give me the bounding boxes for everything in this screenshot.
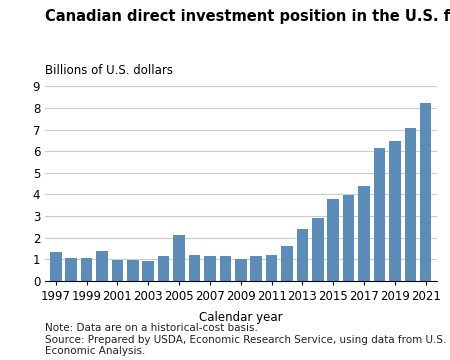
Bar: [127, 260, 139, 281]
Text: Note: Data are on a historical-cost basis.
Source: Prepared by USDA, Economic Re: Note: Data are on a historical-cost basi…: [45, 323, 450, 356]
Bar: [328, 199, 339, 281]
Bar: [420, 103, 432, 281]
Text: Canadian direct investment position in the U.S. food industry, 1997–2021: Canadian direct investment position in t…: [45, 9, 450, 24]
Bar: [343, 195, 355, 281]
Bar: [312, 218, 324, 281]
Bar: [250, 256, 262, 281]
Bar: [143, 261, 154, 281]
Bar: [220, 256, 231, 281]
Bar: [65, 258, 77, 281]
Bar: [297, 229, 308, 281]
Bar: [112, 260, 123, 281]
X-axis label: Calendar year: Calendar year: [199, 311, 283, 324]
Bar: [374, 148, 385, 281]
Bar: [158, 256, 170, 281]
Bar: [358, 186, 370, 281]
Bar: [204, 256, 216, 281]
Bar: [173, 235, 185, 281]
Text: Billions of U.S. dollars: Billions of U.S. dollars: [45, 64, 173, 77]
Bar: [281, 246, 293, 281]
Bar: [96, 251, 108, 281]
Bar: [389, 141, 400, 281]
Bar: [189, 255, 200, 281]
Bar: [81, 258, 92, 281]
Bar: [50, 252, 62, 281]
Bar: [235, 259, 247, 281]
Bar: [266, 255, 277, 281]
Bar: [405, 128, 416, 281]
